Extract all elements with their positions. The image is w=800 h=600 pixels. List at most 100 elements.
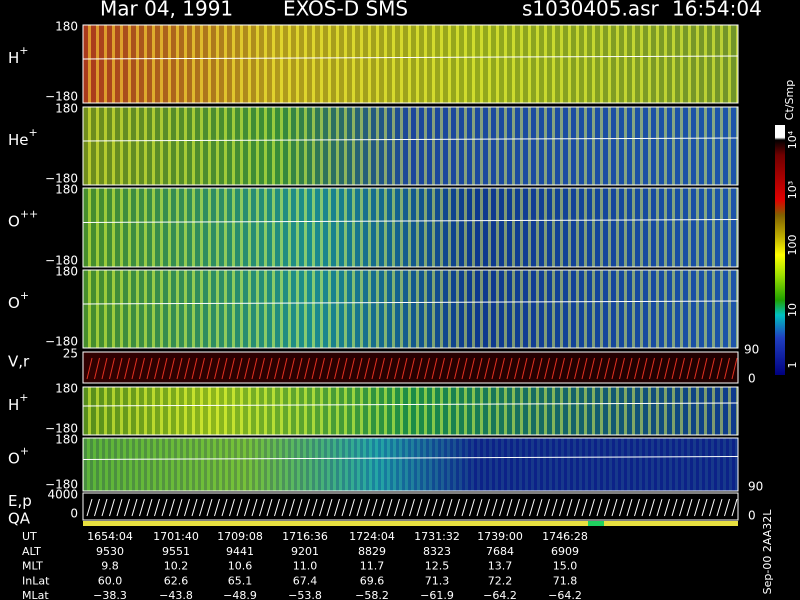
cell: 9530: [96, 545, 124, 558]
tick-label: 0: [748, 509, 756, 523]
panel-label-text: O: [8, 449, 20, 467]
cell: 67.4: [293, 574, 318, 587]
tick-label: 180: [55, 183, 78, 197]
cell: 12.5: [425, 560, 450, 573]
trace: [86, 357, 738, 380]
time: 16:54:04: [672, 0, 762, 21]
cell: 1709:08: [217, 530, 263, 543]
cell: 1716:36: [282, 530, 328, 543]
row-label: MLT: [22, 560, 43, 573]
spectrogram: [83, 352, 738, 383]
panel-label: O+: [8, 289, 29, 312]
spectrogram-texture: [83, 25, 738, 103]
cell: 69.6: [360, 574, 385, 587]
tick-label: −180: [45, 335, 78, 349]
panel-label-text: O: [8, 212, 20, 230]
colorbar-label: 1: [786, 362, 799, 369]
spectrogram-texture: [83, 107, 738, 185]
cell: 72.2: [488, 574, 513, 587]
panel-frame: [82, 437, 739, 492]
panel-frame: [82, 269, 739, 349]
cell: 1724:04: [349, 530, 395, 543]
cell: 62.6: [164, 574, 189, 587]
reference-line: [82, 137, 739, 142]
tick-label: −180: [45, 172, 78, 186]
panel-label-sup: ++: [20, 208, 38, 221]
tick-label: 180: [55, 265, 78, 279]
panel-label: V,r: [8, 352, 30, 370]
panel-label-sup: +: [29, 126, 38, 139]
cell: 1654:04: [87, 530, 133, 543]
spectrogram-texture: [83, 387, 738, 435]
panel-frame: [82, 106, 739, 186]
reference-line: [82, 456, 739, 460]
tick-label: −180: [45, 90, 78, 104]
tick-label: −180: [45, 422, 78, 436]
row-label: MLat: [22, 589, 49, 600]
spectrogram-texture: [83, 270, 738, 348]
tick-label: 90: [748, 480, 763, 494]
panel-frame: [82, 492, 739, 521]
tick-label: 90: [744, 343, 759, 357]
panel-frame: [82, 386, 739, 436]
cell: −38.3: [93, 589, 127, 600]
cell: 71.3: [425, 574, 450, 587]
qa-flag: [588, 521, 604, 526]
tick-label: 0: [748, 372, 756, 386]
reference-line: [82, 55, 739, 60]
cell: 13.7: [488, 560, 513, 573]
cell: 8829: [358, 545, 386, 558]
panel-frame: [82, 24, 739, 104]
panel-label: O+: [8, 445, 29, 468]
tick-label: 25: [63, 347, 78, 361]
cell: 10.6: [228, 560, 253, 573]
cell: 60.0: [98, 574, 123, 587]
cell: 9201: [291, 545, 319, 558]
cell: −48.9: [223, 589, 257, 600]
panel-label-text: H: [8, 396, 19, 414]
panel-label: H+: [8, 391, 29, 414]
row-label: UT: [22, 530, 37, 543]
cell: −64.2: [548, 589, 582, 600]
tick-label: 0: [70, 507, 78, 521]
cell: 11.7: [360, 560, 385, 573]
spectrogram-texture: [83, 188, 738, 267]
tick-label: 4000: [47, 488, 78, 502]
colorbar-label: 10: [786, 303, 799, 317]
cell: 9.8: [101, 560, 119, 573]
panel-label: O++: [8, 208, 38, 231]
panel-label: H+: [8, 44, 29, 67]
cell: 9551: [162, 545, 190, 558]
colorbar-label: 10⁴: [786, 130, 799, 149]
tick-label: 180: [55, 20, 78, 34]
instrument: EXOS-D SMS: [283, 0, 408, 21]
cell: 6909: [551, 545, 579, 558]
tick-label: 180: [55, 102, 78, 116]
cell: 9441: [226, 545, 254, 558]
reference-line: [82, 300, 739, 305]
cell: 8323: [423, 545, 451, 558]
side-label: Sep-00 2AA32L: [761, 509, 774, 595]
panel-label-sup: +: [19, 391, 28, 404]
panel-label-sup: +: [20, 445, 29, 458]
panel-label-text: E,p: [8, 492, 32, 510]
cell: 10.2: [164, 560, 189, 573]
cell: −53.8: [288, 589, 322, 600]
cell: 1746:28: [542, 530, 588, 543]
colorbar: [775, 125, 785, 375]
cell: −64.2: [483, 589, 517, 600]
file-name: s1030405.asr: [522, 0, 660, 21]
cell: 1731:32: [414, 530, 460, 543]
panel-label: E,p: [8, 492, 32, 510]
cell: 1701:40: [153, 530, 199, 543]
reference-line: [82, 402, 739, 407]
panel-frame: [82, 351, 739, 384]
cell: 65.1: [228, 574, 253, 587]
panel-label-2: QA: [8, 510, 31, 528]
tick-label: −180: [45, 254, 78, 268]
trace: [86, 498, 738, 517]
date: Mar 04, 1991: [100, 0, 233, 21]
panel-label-text: V,r: [8, 352, 30, 370]
panel-frame: [82, 187, 739, 268]
